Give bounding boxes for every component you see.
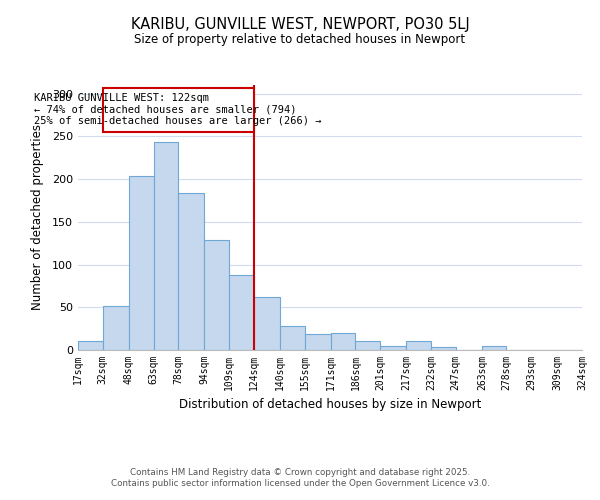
Bar bbox=[154, 142, 178, 350]
Bar bbox=[482, 346, 506, 350]
Bar bbox=[229, 275, 254, 350]
Bar bbox=[280, 326, 305, 350]
Bar bbox=[431, 348, 455, 350]
Bar bbox=[355, 342, 380, 350]
FancyBboxPatch shape bbox=[103, 88, 254, 132]
Bar bbox=[331, 333, 355, 350]
Bar bbox=[129, 176, 154, 350]
Bar bbox=[78, 342, 103, 350]
Bar bbox=[205, 240, 229, 350]
Text: Contains HM Land Registry data © Crown copyright and database right 2025.
Contai: Contains HM Land Registry data © Crown c… bbox=[110, 468, 490, 487]
X-axis label: Distribution of detached houses by size in Newport: Distribution of detached houses by size … bbox=[179, 398, 481, 411]
Y-axis label: Number of detached properties: Number of detached properties bbox=[31, 124, 44, 310]
Text: KARIBU, GUNVILLE WEST, NEWPORT, PO30 5LJ: KARIBU, GUNVILLE WEST, NEWPORT, PO30 5LJ bbox=[131, 18, 469, 32]
Bar bbox=[380, 346, 406, 350]
Text: KARIBU GUNVILLE WEST: 122sqm
← 74% of detached houses are smaller (794)
25% of s: KARIBU GUNVILLE WEST: 122sqm ← 74% of de… bbox=[34, 93, 322, 126]
Bar bbox=[178, 192, 205, 350]
Bar bbox=[305, 334, 331, 350]
Bar bbox=[406, 342, 431, 350]
Text: Size of property relative to detached houses in Newport: Size of property relative to detached ho… bbox=[134, 32, 466, 46]
Bar bbox=[103, 306, 129, 350]
Bar bbox=[254, 297, 280, 350]
